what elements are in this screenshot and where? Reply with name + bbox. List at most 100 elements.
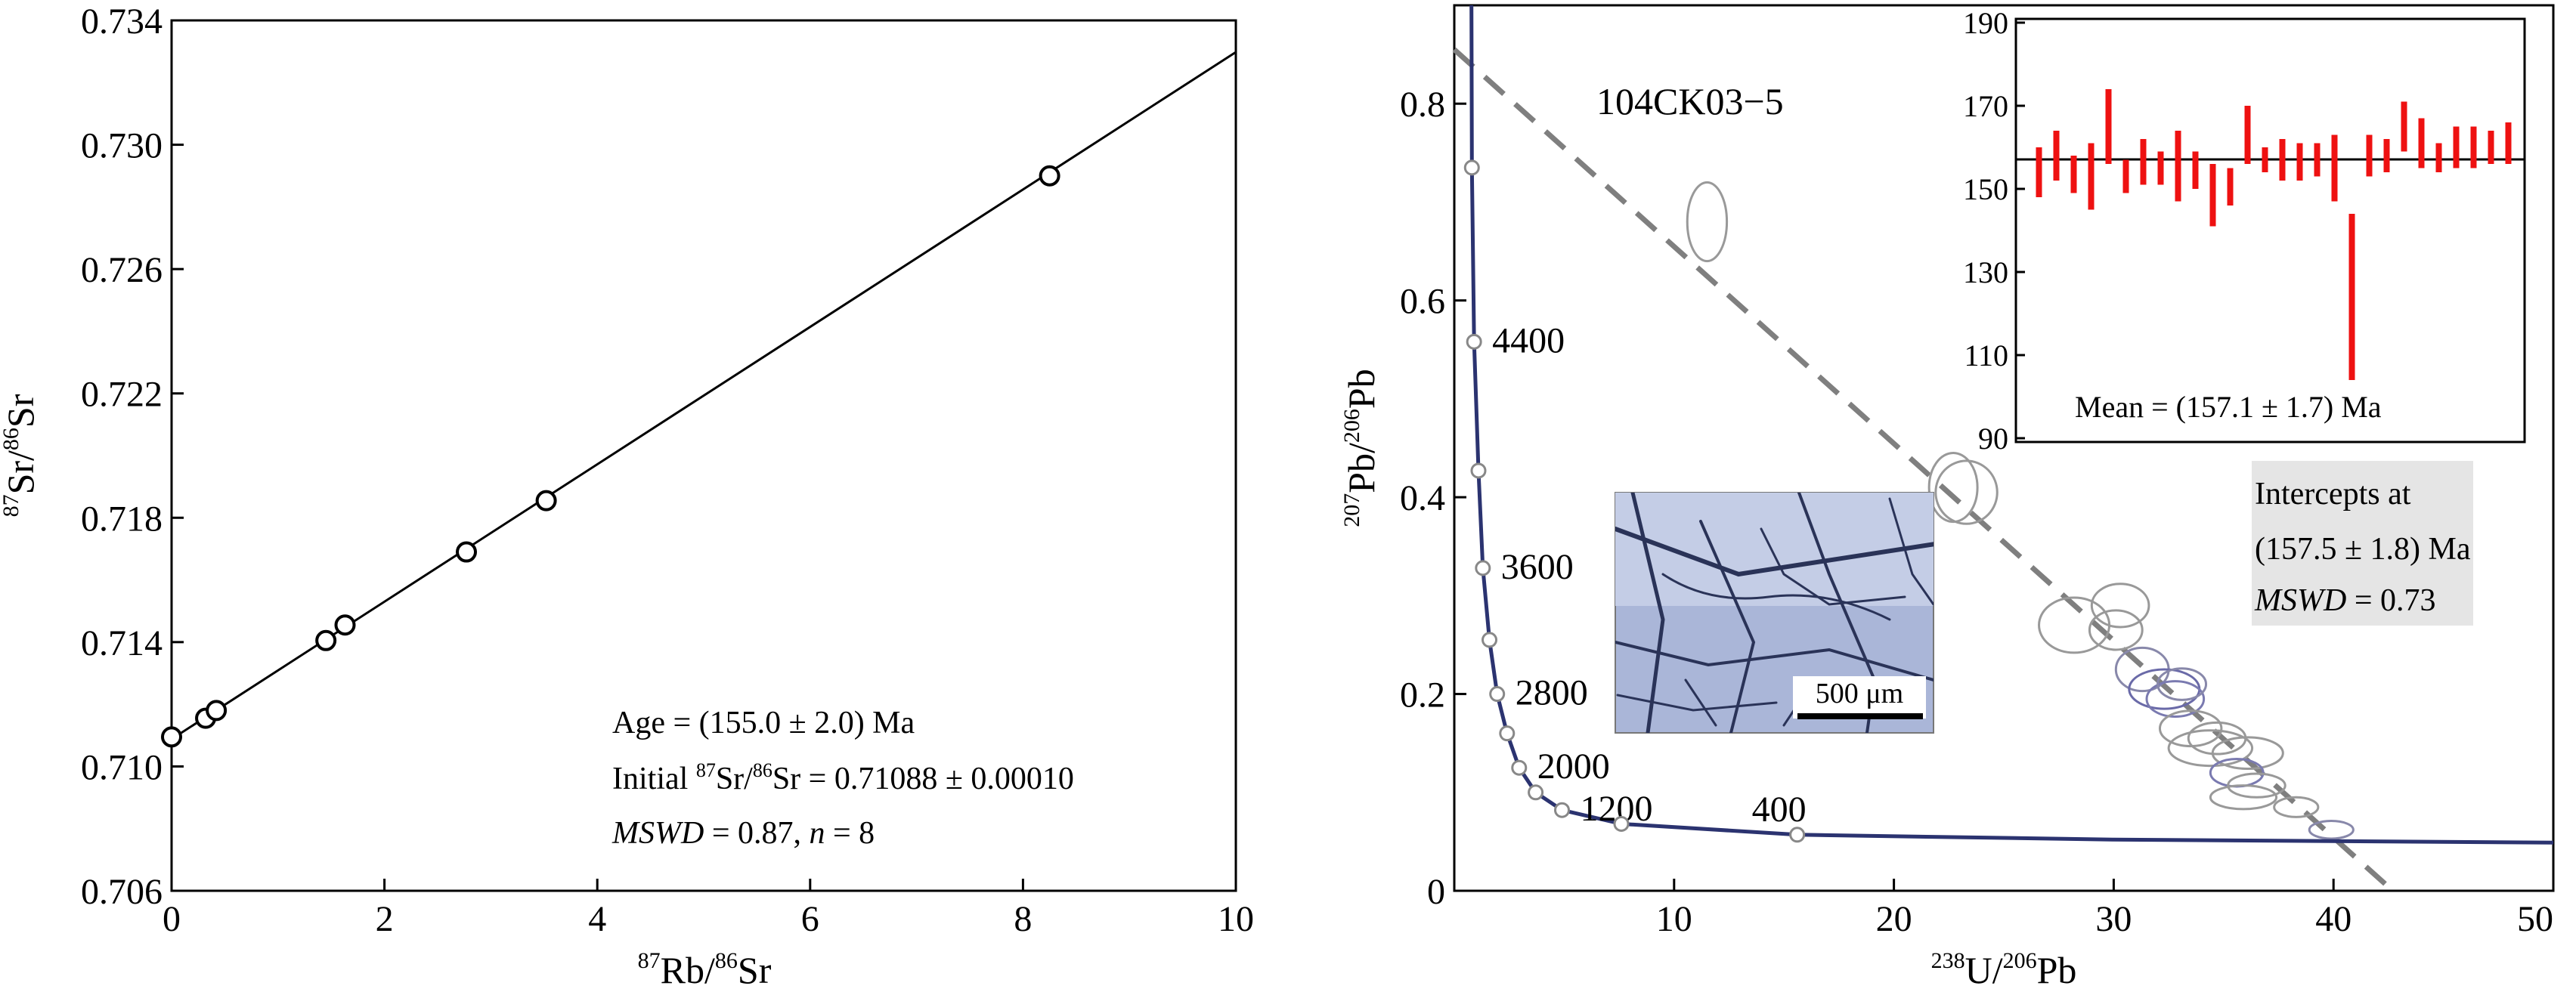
concordia-age-marker: [1511, 759, 1528, 776]
mean-age-y-tick-label: 130: [1963, 255, 2008, 289]
isochron-x-tick-label: 0: [163, 899, 181, 939]
concordia-age-label: 2800: [1516, 673, 1588, 713]
concordia-age-label: 400: [1752, 790, 1807, 830]
error-ellipse: [2158, 709, 2223, 748]
concordia-age-marker: [1489, 686, 1506, 703]
error-ellipse: [1686, 181, 1729, 263]
mean-age-bars: [2036, 89, 2512, 380]
isochron-data-point: [456, 541, 478, 563]
mean-age-bar: [2157, 151, 2164, 185]
mean-age-bar: [2105, 89, 2112, 164]
mean-age-bar: [2262, 147, 2268, 172]
concordia-age-marker: [1499, 725, 1516, 742]
isochron-y-tick-label: 0.726: [81, 250, 163, 290]
isochron-panel: 0.706 0.710 0.714 0.718 0.722 0.726 0.730 0.734…: [0, 2, 1254, 989]
concordia-age-marker: [1789, 827, 1806, 843]
mean-age-bar: [2053, 131, 2060, 181]
concordia-y-tick-label: 0: [1427, 872, 1445, 912]
isochron-data-point: [334, 614, 356, 636]
concordia-x-ticks: 10 20 30 40 50: [1656, 879, 2555, 939]
isochron-y-tick-label: 0.722: [81, 375, 163, 415]
mean-age-bar: [2314, 143, 2321, 177]
isochron-y-axis-label: 87Sr/86Sr: [0, 394, 42, 517]
concordia-panel: 0 0.2 0.4 0.6 0.8 10 20 30 40 50 4400 3600 2800 200…: [1339, 4, 2555, 989]
mean-age-bar: [2296, 143, 2303, 181]
isochron-x-tick-label: 2: [376, 899, 394, 939]
isochron-y-tick-label: 0.734: [81, 2, 163, 42]
error-ellipse: [2145, 680, 2206, 719]
sample-label: 104CK03−5: [1596, 80, 1784, 122]
mean-age-bar: [2331, 134, 2338, 202]
mean-age-bar: [2192, 151, 2199, 189]
isochron-y-tick-label: 0.710: [81, 747, 163, 787]
mean-age-bar: [2209, 164, 2216, 227]
mean-age-y-tick-label: 90: [1978, 422, 2008, 456]
concordia-x-tick-label: 40: [2315, 899, 2352, 939]
mean-age-bar: [2088, 143, 2095, 210]
isochron-mswd-annotation: MSWD = 0.87, n = 8: [611, 816, 875, 851]
mean-age-inset-frame: [2014, 17, 2526, 444]
mean-age-bar: [2348, 214, 2355, 380]
concordia-x-tick-label: 30: [2095, 899, 2132, 939]
isochron-x-tick-label: 10: [1218, 899, 1254, 939]
isochron-y-tick-label: 0.730: [81, 126, 163, 166]
mean-age-bar: [2227, 168, 2234, 206]
zircon-image-inset: 500 μm: [1615, 492, 1934, 734]
intercepts-mswd: MSWD = 0.73: [2254, 583, 2436, 618]
concordia-y-tick-label: 0.2: [1400, 675, 1445, 715]
isochron-initial-ratio-annotation: Initial 87Sr/86Sr = 0.71088 ± 0.00010: [612, 759, 1074, 796]
isochron-x-tick-label: 6: [801, 899, 819, 939]
scale-bar-label: 500 μm: [1816, 678, 1903, 709]
concordia-x-tick-label: 10: [1656, 899, 1692, 939]
mean-age-bar: [2279, 139, 2286, 181]
intercepts-age: (157.5 ± 1.8) Ma: [2255, 532, 2471, 567]
concordia-age-marker: [1482, 632, 1498, 648]
intercepts-title: Intercepts at: [2255, 477, 2411, 511]
mean-age-bar: [2453, 126, 2460, 168]
concordia-age-marker: [1466, 333, 1482, 350]
error-ellipse: [2211, 736, 2284, 771]
mean-age-label: Mean = (157.1 ± 1.7) Ma: [2075, 390, 2382, 424]
concordia-plot-frame: [1453, 4, 2555, 892]
isochron-y-tick-label: 0.718: [81, 499, 163, 539]
intercepts-background: [2252, 461, 2473, 626]
mean-age-bar: [2140, 139, 2147, 185]
concordia-age-label: 4400: [1492, 320, 1565, 360]
concordia-y-tick-label: 0.8: [1400, 85, 1445, 125]
scale-bar: [1797, 713, 1923, 719]
isochron-y-tick-label: 0.706: [81, 872, 163, 912]
concordia-age-marker: [1470, 462, 1487, 479]
concordia-y-ticks: 0 0.2 0.4 0.6 0.8: [1400, 85, 1466, 912]
isochron-y-ticks: 0.706 0.710 0.714 0.718 0.722 0.726 0.730 0.734: [81, 2, 184, 912]
mean-age-y-tick-label: 170: [1963, 89, 2008, 123]
zircon-image-texture: [1615, 493, 1934, 733]
discordia-line: [1452, 47, 2395, 893]
mean-age-bar: [2036, 147, 2042, 197]
mean-age-y-tick-label: 150: [1963, 172, 2008, 206]
isochron-x-ticks: 0 2 4 6 8 10: [163, 879, 1254, 939]
concordia-age-marker: [1463, 159, 1480, 176]
concordia-age-marker: [1613, 815, 1630, 832]
concordia-y-tick-label: 0.4: [1400, 478, 1445, 518]
mean-age-y-tick-label: 110: [1964, 338, 2008, 372]
error-ellipse: [2273, 796, 2320, 818]
concordia-age-marker: [1528, 784, 1544, 801]
isochron-data-point: [161, 726, 182, 748]
concordia-age-label: 2000: [1537, 746, 1610, 787]
mean-age-bar: [2070, 156, 2077, 193]
error-ellipse: [2209, 784, 2278, 811]
isochron-x-tick-label: 4: [588, 899, 606, 939]
mean-age-y-tick-label: 190: [1963, 6, 2008, 40]
isochron-y-tick-label: 0.714: [81, 623, 163, 663]
isochron-x-tick-label: 8: [1014, 899, 1032, 939]
intercepts-box: Intercepts at (157.5 ± 1.8) Ma MSWD = 0.…: [2252, 461, 2473, 626]
scale-bar-background: [1793, 676, 1926, 719]
mean-age-bar: [2505, 122, 2512, 164]
mean-age-bar: [2175, 131, 2181, 202]
error-ellipse: [2167, 729, 2254, 768]
isochron-age-annotation: Age = (155.0 ± 2.0) Ma: [612, 706, 915, 740]
error-ellipse: [1934, 459, 1999, 525]
mean-age-bar: [2418, 118, 2425, 168]
mean-age-bar: [2435, 143, 2442, 172]
